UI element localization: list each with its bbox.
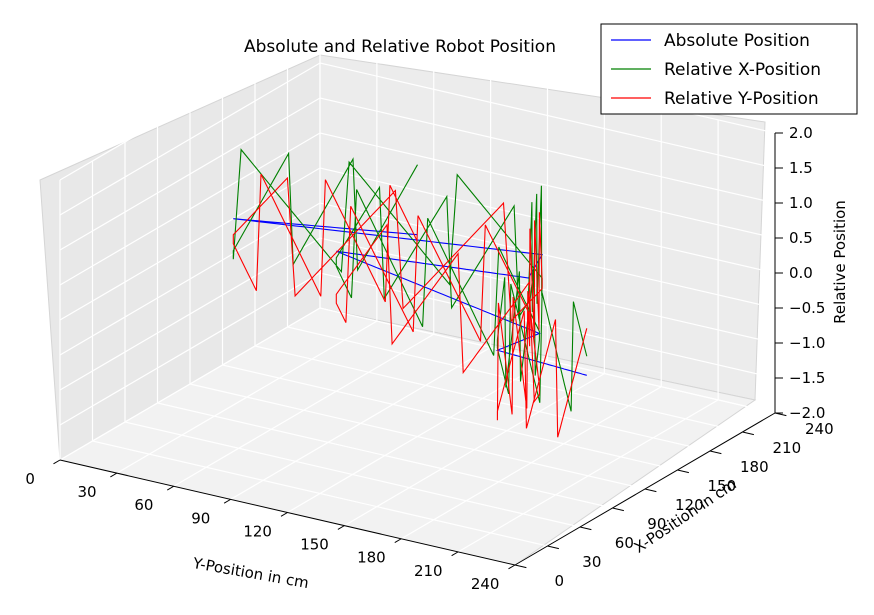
- grid-line-z: [59, 97, 776, 251]
- y-tick: [514, 564, 527, 569]
- x-tick: [337, 525, 345, 530]
- y-tick: [742, 431, 754, 436]
- plot-lines: [232, 148, 588, 438]
- x-tick-label: 210: [414, 562, 443, 580]
- y-tick-label: 180: [740, 458, 769, 476]
- legend-label-relative-y: Relative Y-Position: [664, 89, 819, 109]
- x-tick-label: 60: [134, 496, 153, 514]
- z-tick-label: 1.0: [789, 194, 813, 212]
- y-tick-label: 90: [647, 515, 666, 533]
- y-tick: [677, 469, 689, 474]
- x-tick: [394, 538, 402, 543]
- x-tick: [53, 459, 61, 465]
- x-tick-label: 30: [77, 483, 96, 501]
- legend-label-absolute: Absolute Position: [664, 31, 810, 51]
- z-tick-label: 0.0: [789, 264, 813, 282]
- grid-line-z: [59, 237, 776, 391]
- legend: Absolute Position Relative X-Position Re…: [600, 23, 858, 115]
- x-tick-label: 120: [243, 522, 272, 540]
- x-tick-label: 0: [25, 470, 35, 488]
- y-tick: [579, 526, 592, 531]
- z-tick-label: −1.5: [789, 369, 825, 387]
- x-tick: [166, 485, 175, 491]
- grid-line-z: [59, 167, 776, 321]
- x-tick-label: 180: [357, 549, 386, 567]
- x-axis-label: Y-Position in cm: [191, 554, 311, 592]
- y-tick-label: 240: [805, 420, 834, 438]
- grid-line-z: [59, 62, 776, 216]
- x-tick: [508, 564, 516, 570]
- y-tick: [612, 507, 624, 512]
- x-tick-label: 90: [191, 509, 210, 527]
- z-tick-label: −2.0: [789, 404, 825, 422]
- grid-line-z: [59, 132, 776, 286]
- x-tick: [223, 498, 231, 504]
- z-tick-label: 1.5: [789, 159, 813, 177]
- x-tick: [110, 472, 118, 478]
- y-tick-label: 30: [582, 553, 601, 571]
- y-tick-label: 0: [555, 572, 565, 590]
- y-tick: [547, 545, 559, 550]
- series-relative-y: [232, 173, 588, 438]
- x-tick-label: 150: [300, 536, 329, 554]
- y-tick: [709, 450, 722, 455]
- y-axis-line: [514, 412, 776, 566]
- y-tick-label: 120: [675, 496, 704, 514]
- x-axis-line: [59, 459, 516, 566]
- z-tick-label: −1.0: [789, 334, 825, 352]
- z-tick-label: 0.5: [789, 229, 813, 247]
- y-tick-label: 150: [708, 477, 737, 495]
- z-tick-label: −0.5: [789, 299, 825, 317]
- x-tick-label: 240: [471, 575, 500, 593]
- z-tick-label: 2.0: [789, 124, 813, 142]
- y-tick-label: 60: [615, 534, 634, 552]
- series-relative-x: [232, 148, 588, 412]
- x-tick: [280, 512, 288, 517]
- grid-lines: [59, 27, 776, 566]
- grid-line-z: [59, 202, 776, 356]
- y-tick: [644, 488, 657, 493]
- z-axis-label: Relative Position: [831, 200, 849, 324]
- grid-line-z: [59, 272, 776, 426]
- y-tick-label: 210: [773, 439, 802, 457]
- grid-line-z: [59, 307, 776, 461]
- x-tick: [451, 551, 459, 557]
- chart-title: Absolute and Relative Robot Position: [244, 37, 556, 57]
- legend-label-relative-x: Relative X-Position: [664, 60, 821, 80]
